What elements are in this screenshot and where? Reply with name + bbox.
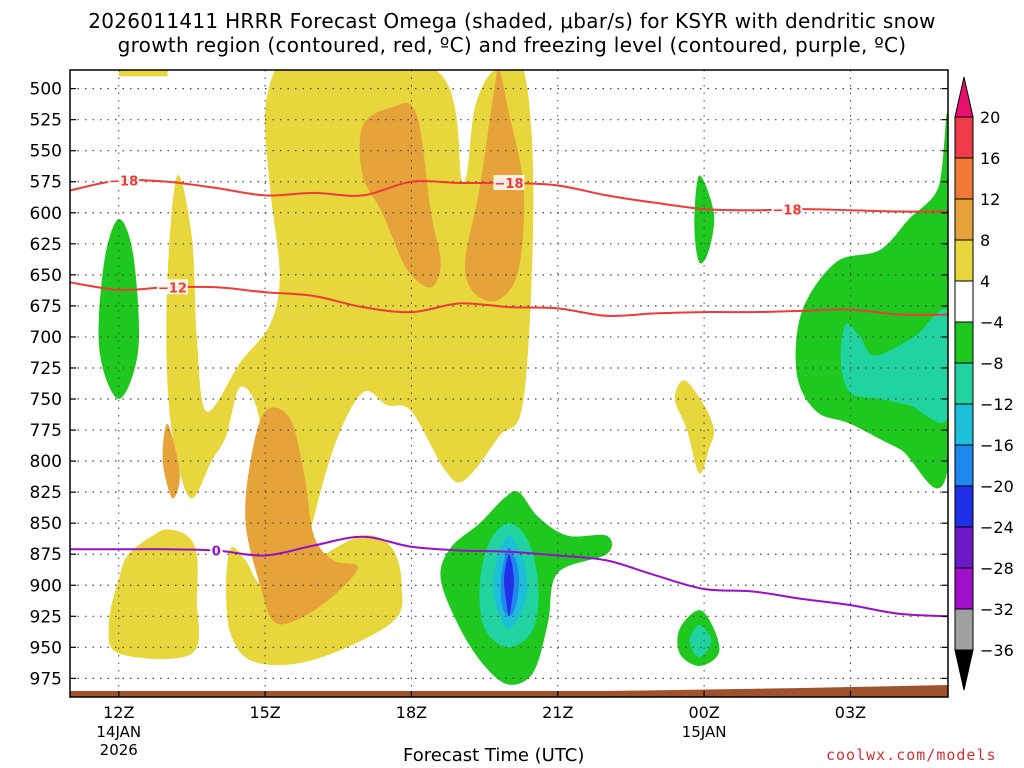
colorbar-label-7: −12 — [980, 395, 1014, 414]
y-tick-label-725: 725 — [30, 359, 62, 379]
orange-region-lower — [245, 407, 358, 625]
contour-minus18-label-0: −18 — [109, 175, 138, 190]
y-tick-label-575: 575 — [30, 173, 62, 193]
yellow-region-upper-left-top — [118, 70, 168, 77]
x-tick-label-21Z: 21Z — [542, 703, 573, 722]
colorbar-label-10: −24 — [980, 518, 1014, 537]
colorbar-swatch-12 — [954, 608, 974, 651]
x-axis-title: Forecast Time (UTC) — [403, 745, 585, 766]
y-tick-label-550: 550 — [30, 142, 62, 162]
colorbar-label-13: −36 — [980, 641, 1014, 660]
x-tick-sublabel-12Z-0: 14JAN — [96, 723, 141, 741]
colorbar-swatch-3 — [954, 239, 974, 282]
y-tick-label-500: 500 — [30, 80, 62, 100]
y-tick-label-850: 850 — [30, 514, 62, 534]
colorbar-swatch-11 — [954, 567, 974, 610]
y-tick-label-700: 700 — [30, 328, 62, 348]
colorbar-label-5: −4 — [980, 313, 1004, 332]
colorbar-label-12: −32 — [980, 600, 1014, 619]
contour-freezing-label-bg-0 — [209, 542, 223, 558]
colorbar-swatch-1 — [954, 157, 974, 200]
plot-frame — [69, 69, 949, 698]
colorbar-swatch-7 — [954, 403, 974, 446]
orange-region-upper — [359, 102, 441, 288]
colorbar-label-6: −8 — [980, 354, 1004, 373]
y-tick-label-600: 600 — [30, 204, 62, 224]
colorbar-swatch-4 — [954, 280, 974, 323]
contour-minus18-label-2: −18 — [773, 203, 802, 218]
colorbar-label-3: 8 — [980, 231, 990, 250]
teal-region-lower-small — [689, 625, 712, 658]
y-tick-label-775: 775 — [30, 421, 62, 441]
y-tick-label-975: 975 — [30, 669, 62, 689]
contour-freezing-label-0: 0 — [212, 544, 221, 559]
colorbar-swatch-8 — [954, 444, 974, 487]
yellow-region-lower-left — [108, 529, 200, 660]
y-tick-label-525: 525 — [30, 111, 62, 131]
y-tick-label-950: 950 — [30, 638, 62, 658]
contour-minus12-label-bg-0 — [156, 279, 188, 295]
contour-minus18-label-bg-0 — [108, 172, 140, 188]
contour-minus18-label-1: −18 — [495, 177, 524, 192]
y-tick-label-800: 800 — [30, 452, 62, 472]
contour-minus18-label-bg-2 — [771, 201, 803, 217]
colorbar-swatch-2 — [954, 198, 974, 241]
ground-terrain — [70, 685, 948, 697]
teal-region-right — [840, 309, 948, 423]
x-tick-label-15Z: 15Z — [249, 703, 280, 722]
y-tick-label-900: 900 — [30, 576, 62, 596]
colorbar-swatch-10 — [954, 526, 974, 569]
colorbar-label-2: 12 — [980, 190, 1000, 209]
colorbar-top-arrow — [954, 76, 974, 118]
contour-minus12 — [69, 281, 949, 317]
y-tick-label-875: 875 — [30, 545, 62, 565]
x-tick-sublabel-12Z-1: 2026 — [100, 741, 138, 759]
credit-link[interactable]: coolwx.com/models — [826, 746, 997, 764]
green-region-right — [795, 113, 948, 489]
x-tick-label-03Z: 03Z — [835, 703, 866, 722]
colorbar-swatch-5 — [954, 321, 974, 364]
colorbar-label-0: 20 — [980, 108, 1000, 127]
contour-minus12-label-0: −12 — [158, 281, 187, 296]
colorbar-label-8: −16 — [980, 436, 1014, 455]
colorbar-swatch-9 — [954, 485, 974, 528]
y-tick-label-825: 825 — [30, 483, 62, 503]
x-tick-label-18Z: 18Z — [396, 703, 427, 722]
yellow-region-right-blob — [674, 380, 715, 474]
colorbar-label-1: 16 — [980, 149, 1000, 168]
x-tick-label-00Z: 00Z — [688, 703, 719, 722]
x-tick-sublabel-00Z-0: 15JAN — [682, 723, 727, 741]
y-tick-label-650: 650 — [30, 266, 62, 286]
y-tick-label-925: 925 — [30, 607, 62, 627]
colorbar-swatch-6 — [954, 362, 974, 405]
green-region-small-upper — [694, 175, 715, 264]
colorbar-bottom-arrow — [954, 649, 974, 691]
colorbar-label-11: −28 — [980, 559, 1014, 578]
colorbar-swatch-0 — [954, 116, 974, 159]
x-tick-label-12Z: 12Z — [103, 703, 134, 722]
y-tick-label-625: 625 — [30, 235, 62, 255]
chart-title-line-1: 2026011411 HRRR Forecast Omega (shaded, … — [88, 9, 936, 33]
colorbar-label-4: 4 — [980, 272, 990, 291]
colorbar-label-9: −20 — [980, 477, 1014, 496]
green-region-left — [98, 218, 140, 399]
contour-minus18-label-bg-1 — [493, 174, 525, 190]
y-tick-label-750: 750 — [30, 390, 62, 410]
y-tick-label-675: 675 — [30, 297, 62, 317]
yellow-region-main-upper — [166, 70, 534, 593]
orange-region-left-sliver — [162, 423, 180, 499]
chart-title-line-2: growth region (contoured, red, ºC) and f… — [117, 33, 907, 57]
blue-region-lower — [504, 554, 514, 617]
